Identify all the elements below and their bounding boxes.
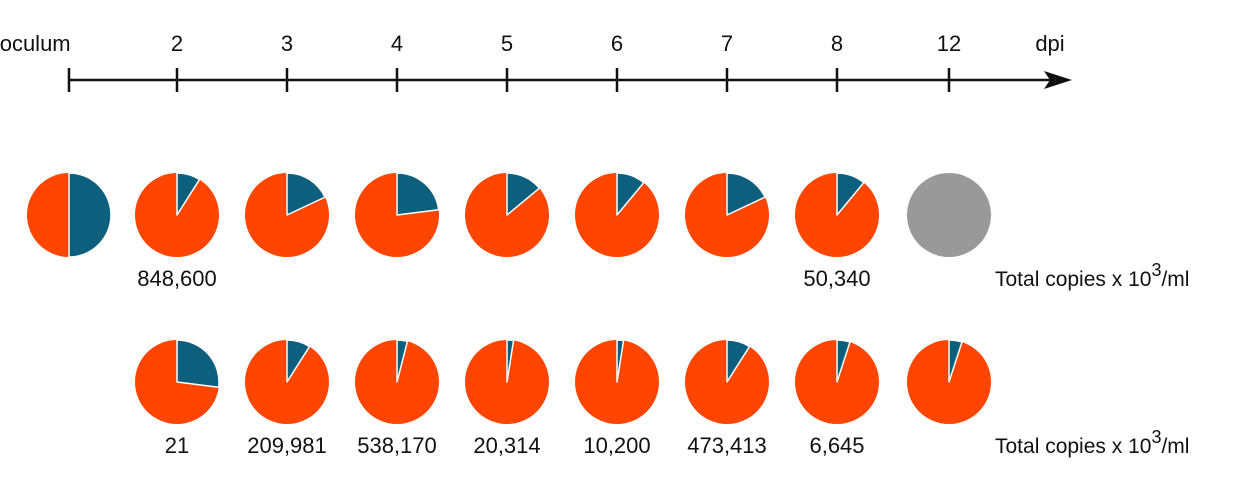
unit-prefix: Total copies x 10	[995, 435, 1151, 458]
pie-row-2: 21 209,981 538,170 20,314 10,200 473,413 6,645…	[135, 339, 1189, 458]
total-copies-value: 473,413	[687, 433, 767, 458]
total-copies-value: 6,645	[809, 433, 864, 458]
total-copies-value: 538,170	[357, 433, 437, 458]
pie-chart	[907, 339, 991, 424]
pie-minor-slice	[286, 339, 311, 383]
pie-chart	[27, 172, 112, 258]
total-copies-value: 10,200	[583, 433, 650, 458]
pie-chart	[685, 172, 769, 257]
pie-chart	[135, 172, 219, 257]
pie-minor-slice	[176, 172, 201, 216]
total-copies-value: 20,314	[473, 433, 540, 458]
unit-exponent: 3	[1151, 260, 1161, 280]
pie-chart	[465, 172, 549, 257]
pie-minor-slice	[396, 339, 409, 383]
total-copies-value: 848,600	[137, 266, 217, 291]
pie-chart	[465, 339, 549, 424]
timeline-tick-label: 8	[831, 31, 843, 56]
pie-no-data-slice	[907, 173, 991, 257]
unit-prefix: Total copies x 10	[995, 268, 1151, 291]
pie-chart	[907, 173, 991, 257]
timeline-unit-label: dpi	[1035, 31, 1064, 56]
pie-minor-slice	[176, 339, 220, 389]
pie-chart	[135, 339, 220, 424]
timeline-tick-label: Inoculum	[0, 31, 71, 56]
pie-minor-slice	[616, 339, 625, 383]
pie-chart	[795, 339, 879, 424]
pie-minor-slice	[726, 172, 766, 216]
pie-chart	[795, 172, 879, 257]
pie-minor-slice	[836, 172, 865, 216]
timeline-axis: Inoculum 2 3 4 5 6 7 8 12 dpi	[0, 31, 1072, 92]
timeline-tick-label: 2	[171, 31, 183, 56]
total-copies-value: 21	[165, 433, 189, 458]
pie-minor-slice	[836, 339, 851, 383]
timeline-tick-label: 3	[281, 31, 293, 56]
timeline-tick-label: 7	[721, 31, 733, 56]
pie-chart	[355, 172, 440, 257]
timeline-tick-label: 4	[391, 31, 403, 56]
pie-minor-slice	[506, 339, 515, 383]
pie-chart	[575, 339, 659, 424]
pie-row-1: 848,600 50,340 Total copies x 103/ml	[27, 172, 1189, 291]
total-copies-unit-label: Total copies x 103/ml	[995, 260, 1189, 291]
pie-chart	[575, 172, 659, 257]
pie-chart	[685, 339, 769, 424]
pie-minor-slice	[726, 339, 751, 383]
pie-minor-slice	[68, 172, 112, 258]
timeline-tick-label: 12	[937, 31, 961, 56]
total-copies-value: 209,981	[247, 433, 327, 458]
unit-exponent: 3	[1151, 427, 1161, 447]
pie-minor-slice	[286, 172, 326, 216]
total-copies-unit-label: Total copies x 103/ml	[995, 427, 1189, 458]
pie-minor-slice	[948, 339, 963, 383]
timeline-tick-label: 6	[611, 31, 623, 56]
unit-suffix: /ml	[1161, 268, 1189, 291]
timeline-tick-label: 5	[501, 31, 513, 56]
pie-minor-slice	[396, 172, 440, 216]
pie-minor-slice	[616, 172, 645, 216]
pie-chart	[355, 339, 439, 424]
timeline-arrowhead	[1044, 71, 1072, 89]
pie-minor-slice	[506, 172, 541, 216]
total-copies-value: 50,340	[803, 266, 870, 291]
unit-suffix: /ml	[1161, 435, 1189, 458]
pie-chart	[245, 339, 329, 424]
pie-chart	[245, 172, 329, 257]
